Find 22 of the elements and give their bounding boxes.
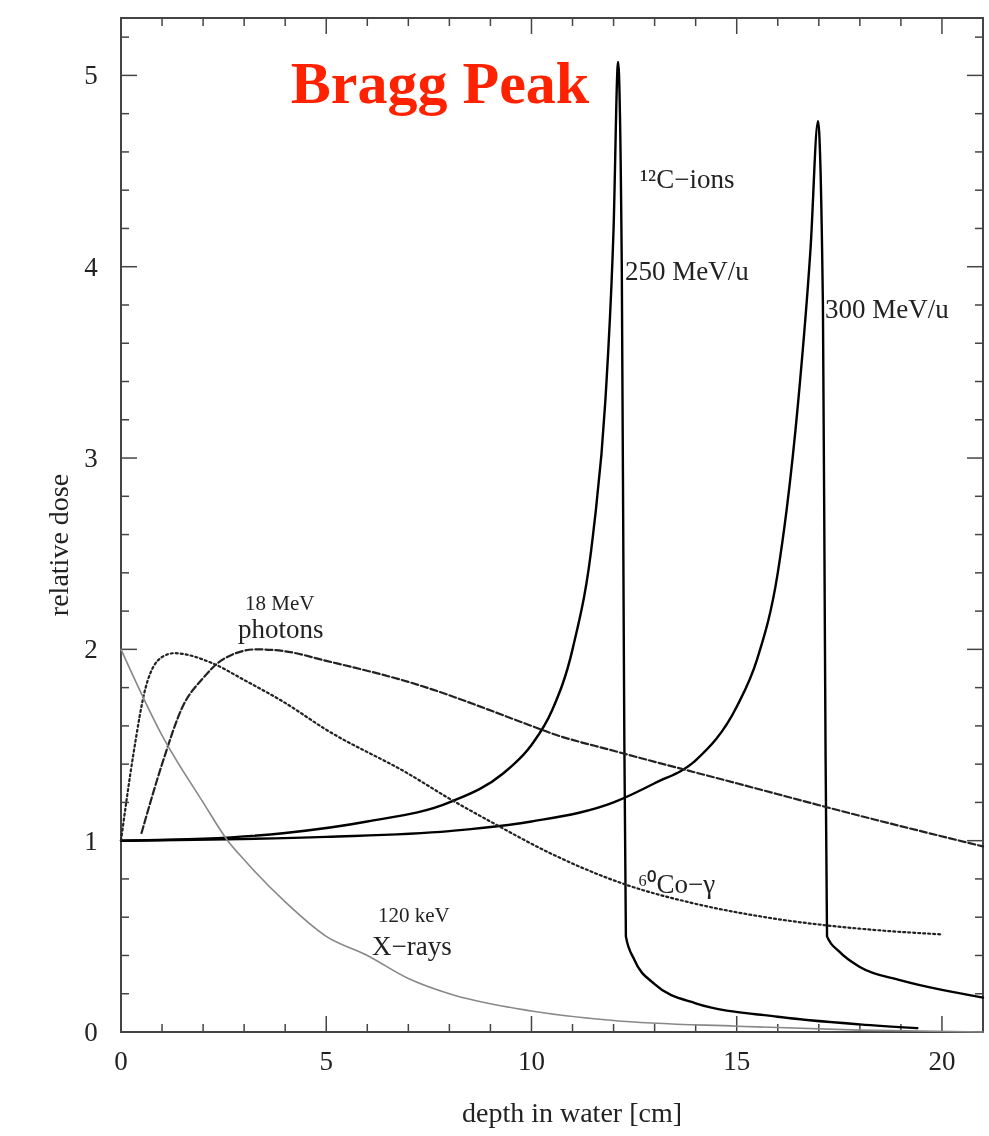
annotation: ¹²C−ions: [640, 164, 735, 194]
y-tick-label: 5: [84, 60, 98, 91]
text: Bragg Peak: [290, 50, 590, 116]
annotation: 120 keV: [378, 903, 450, 927]
x-tick-label: 10: [517, 1046, 545, 1076]
x-tick-label: 0: [114, 1046, 128, 1076]
x-tick-label: 20: [928, 1046, 956, 1076]
annotation: photons: [238, 614, 324, 644]
x-axis-title: depth in water [cm]: [461, 1097, 683, 1128]
y-tick-label: 1: [84, 825, 98, 856]
y-tick-label: 3: [84, 443, 98, 474]
y-tick-label: 2: [84, 634, 98, 665]
x-tick-label: 5: [319, 1046, 333, 1076]
annotation: 18 MeV: [245, 591, 315, 615]
y-tick-label: 0: [84, 1017, 98, 1047]
x-tick-label: 15: [723, 1046, 751, 1076]
annotation: ⁶⁰Co−γ: [638, 869, 716, 899]
annotation: 300 MeV/u: [825, 294, 950, 324]
annotation: X−rays: [372, 931, 452, 961]
y-axis-title: relative dose: [43, 473, 74, 617]
y-tick-label: 4: [84, 251, 99, 282]
annotation: 250 MeV/u: [625, 256, 750, 286]
